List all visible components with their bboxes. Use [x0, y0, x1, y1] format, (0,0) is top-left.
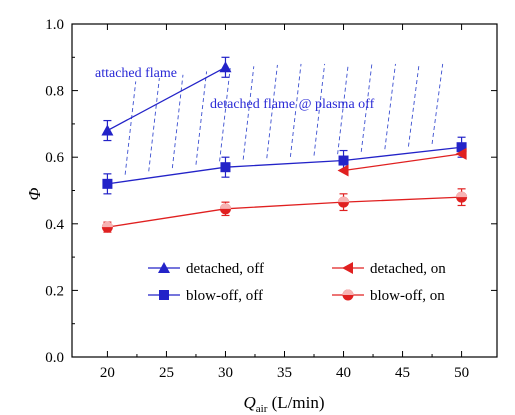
- legend-label: blow-off, on: [370, 288, 445, 304]
- legend-item: detached, on: [332, 261, 446, 277]
- data-point: [455, 147, 467, 160]
- legend-label: detached, off: [186, 261, 264, 277]
- legend-item: blow-off, on: [332, 288, 445, 304]
- hatch-line: [171, 74, 184, 169]
- legend-marker: [342, 289, 354, 301]
- hatch-line: [431, 63, 444, 144]
- x-tick-label: 35: [277, 365, 292, 381]
- x-axis-label: Qair (L/min): [243, 393, 324, 415]
- hatch-line: [195, 71, 208, 165]
- y-tick-label: 0.6: [45, 150, 64, 166]
- hatch-line: [266, 64, 278, 159]
- ticks-layer: 20 25 30 35 40 45 50 0.0 0.2 0.4 0.6 0.8 1.0: [45, 17, 497, 381]
- data-point: [101, 221, 113, 233]
- marker-circle-highlight: [342, 289, 354, 295]
- hatch-line: [124, 81, 137, 175]
- data-point: [219, 203, 231, 215]
- marker-circle-highlight: [456, 191, 468, 198]
- x-tick-label: 20: [100, 365, 115, 381]
- series-line: [107, 66, 226, 132]
- series-0: [101, 56, 232, 142]
- legend-item: blow-off, off: [148, 288, 263, 304]
- hatch-line: [313, 63, 326, 156]
- y-tick-label: 0.4: [45, 217, 64, 233]
- data-point: [338, 196, 350, 208]
- y-tick-label: 1.0: [45, 17, 64, 33]
- legend-marker: [158, 262, 170, 273]
- marker-circle-highlight: [338, 196, 350, 203]
- x-tick-label: 30: [218, 365, 233, 381]
- legend-item: detached, off: [148, 261, 264, 277]
- hatch-line: [242, 66, 255, 160]
- hatch-line: [384, 63, 396, 150]
- x-tick-label: 50: [454, 365, 469, 381]
- series-line: [107, 196, 462, 228]
- series-3: [101, 188, 468, 233]
- hatch-line: [337, 63, 349, 155]
- hatch-line: [219, 68, 231, 162]
- y-axis-label: Φ: [25, 187, 44, 200]
- y-tick-label: 0.0: [45, 350, 64, 366]
- marker-circle-highlight: [101, 221, 113, 228]
- data-point: [101, 124, 114, 136]
- data-point: [220, 162, 231, 173]
- annotation-detached-flame: detached flame @ plasma off: [210, 97, 375, 112]
- annotation-attached-flame: attached flame: [95, 66, 177, 81]
- hatch-line: [289, 63, 302, 157]
- legend-label: detached, on: [370, 261, 446, 277]
- detached-region-hatch: [124, 63, 444, 175]
- series-1: [102, 136, 467, 195]
- y-tick-label: 0.8: [45, 84, 64, 100]
- y-tick-label: 0.2: [45, 283, 64, 299]
- legend-label: blow-off, off: [186, 288, 263, 304]
- legend-marker: [159, 290, 169, 300]
- data-point: [456, 191, 468, 203]
- series-line: [343, 153, 462, 172]
- series-line: [107, 146, 462, 185]
- x-tick-label: 45: [395, 365, 410, 381]
- x-tick-label: 40: [336, 365, 351, 381]
- data-point: [456, 142, 467, 153]
- hatch-line: [408, 63, 420, 147]
- legend-marker: [342, 262, 353, 274]
- series-layer: [101, 56, 468, 233]
- data-point: [337, 164, 349, 177]
- data-point: [102, 178, 113, 189]
- series-2: [337, 147, 467, 177]
- marker-circle-highlight: [219, 203, 231, 209]
- hatch-line: [360, 63, 373, 152]
- hatch-line: [148, 78, 160, 172]
- data-point: [219, 61, 232, 73]
- x-tick-label: 25: [159, 365, 174, 381]
- legend: detached, off detached, on blow-off, off bl…: [148, 261, 446, 304]
- data-point: [338, 155, 349, 166]
